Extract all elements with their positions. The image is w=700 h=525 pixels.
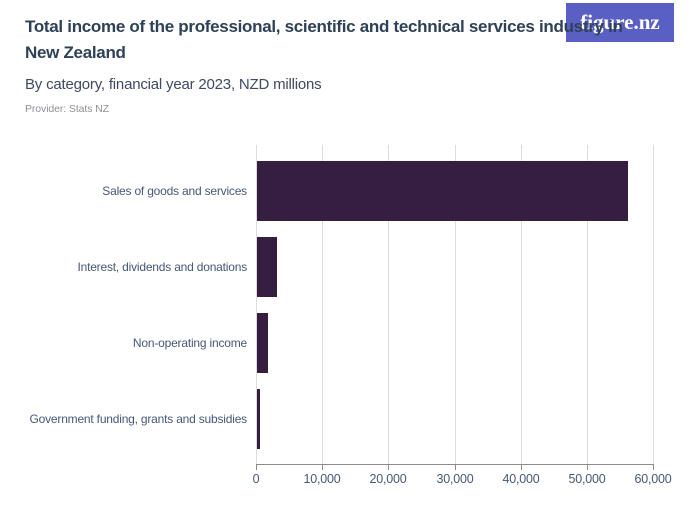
- x-tick: [521, 465, 522, 470]
- category-label: Non-operating income: [132, 336, 247, 350]
- gridline: [322, 145, 323, 464]
- chart-title: Total income of the professional, scient…: [25, 17, 623, 62]
- x-tick-label: 50,000: [568, 472, 606, 486]
- gridline: [256, 145, 257, 464]
- gridline: [388, 145, 389, 464]
- category-label: Interest, dividends and donations: [77, 260, 247, 274]
- x-tick: [256, 465, 257, 470]
- x-tick: [455, 465, 456, 470]
- gridline: [653, 145, 654, 464]
- x-tick-label: 30,000: [436, 472, 474, 486]
- x-tick-label: 40,000: [502, 472, 540, 486]
- bar[interactable]: [257, 161, 628, 221]
- gridline: [455, 145, 456, 464]
- x-tick: [388, 465, 389, 470]
- x-tick: [587, 465, 588, 470]
- x-tick-label: 20,000: [369, 472, 407, 486]
- chart-subtitle: By category, financial year 2023, NZD mi…: [25, 76, 322, 93]
- x-tick-label: 60,000: [634, 472, 672, 486]
- category-label: Sales of goods and services: [102, 184, 247, 198]
- bar[interactable]: [257, 313, 268, 373]
- category-label: Government funding, grants and subsidies: [29, 412, 248, 426]
- gridline: [587, 145, 588, 464]
- gridline: [521, 145, 522, 464]
- x-tick-label: 0: [252, 472, 260, 486]
- figurenz-logo-text: figure.nz: [580, 10, 660, 34]
- figurenz-logo[interactable]: figure.nz: [566, 3, 674, 42]
- bar[interactable]: [257, 389, 260, 449]
- x-tick-label: 10,000: [303, 472, 341, 486]
- x-tick: [653, 465, 654, 470]
- x-tick: [322, 465, 323, 470]
- x-axis-line: [256, 464, 654, 465]
- provider-label: Provider: Stats NZ: [25, 103, 109, 115]
- bar[interactable]: [257, 237, 277, 297]
